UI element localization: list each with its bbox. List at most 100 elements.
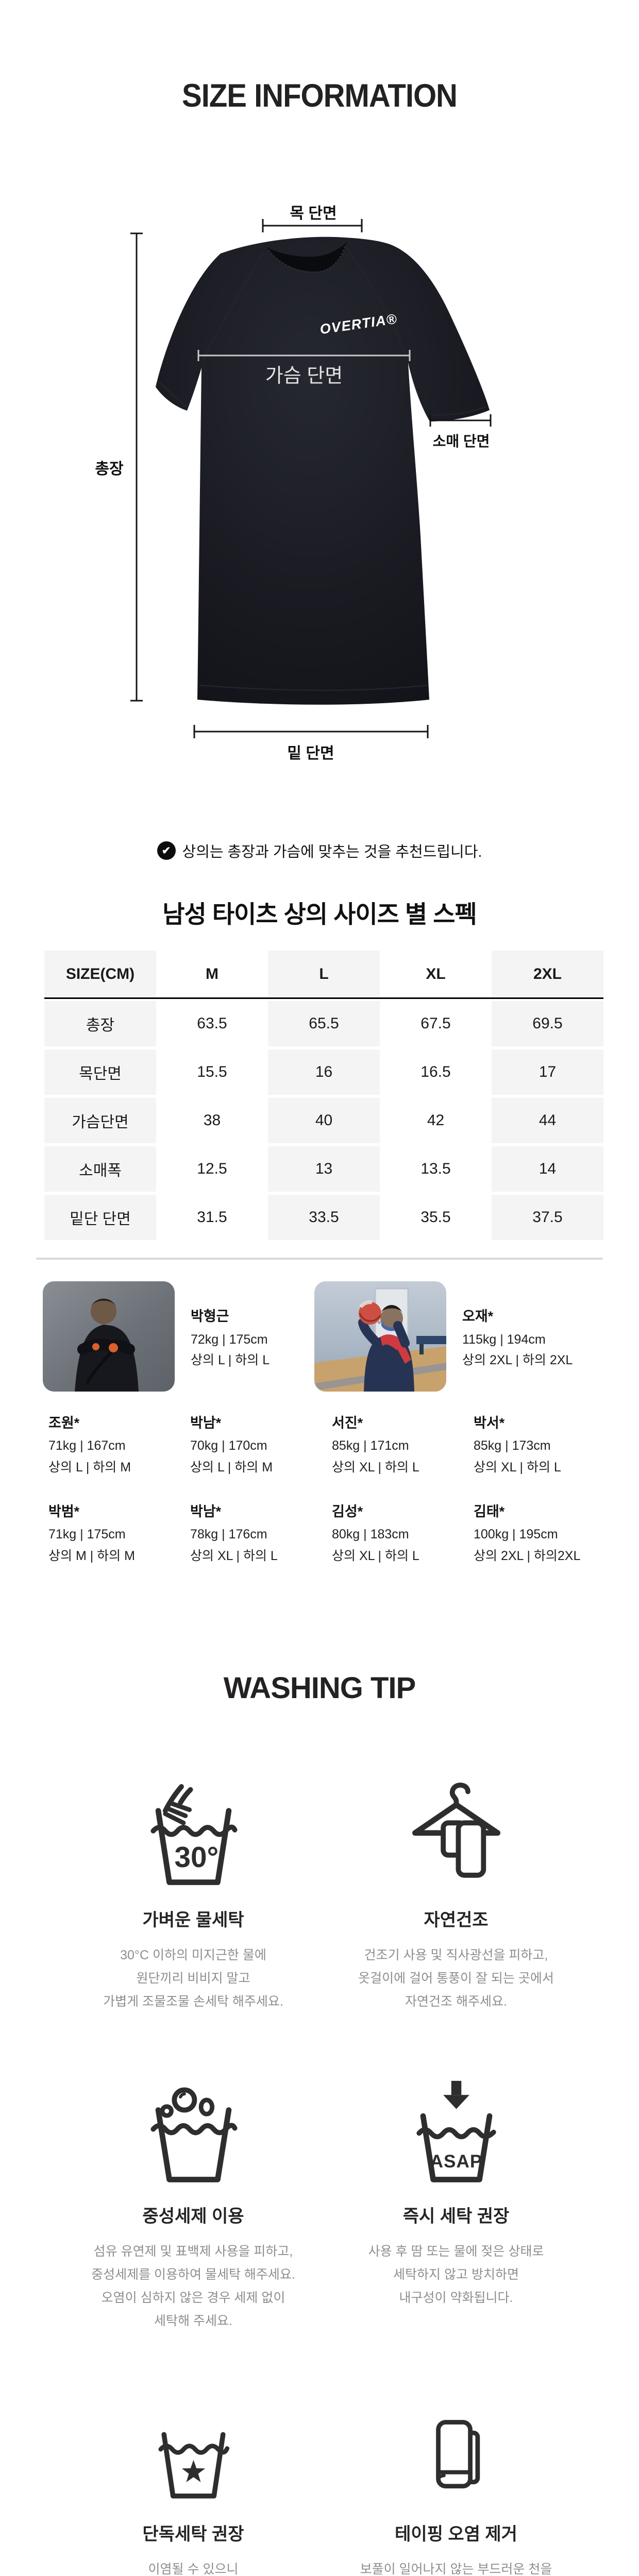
model-name: 김성* (332, 1504, 363, 1519)
tester-info: 김성* 80kg | 183cm 상의 XL | 하의 L (332, 1503, 466, 1570)
table-cell: 63.5 (197, 1015, 227, 1032)
table-row-label: 밑단 단면 (44, 1195, 156, 1240)
featured-model-info: 오재* 115kg | 194cm 상의 2XL | 하의 2XL (462, 1308, 581, 1373)
model-size-worn: 상의 L | 하의 M (190, 1460, 273, 1475)
table-row-label: 소매폭 (44, 1146, 156, 1192)
washing-tip-label: 테이핑 오염 제거 (395, 2524, 517, 2544)
table-cell: 69.5 (492, 1001, 603, 1046)
table-cell: 13.5 (421, 1160, 451, 1177)
washing-tip-wash-alone: 단독세탁 권장 이염될 수 있으니 단독세탁을 권장합니다. (64, 2417, 322, 2576)
model-name: 서진* (332, 1415, 363, 1431)
model-name: 오재* (462, 1309, 494, 1324)
featured-model-info: 박형근 72kg | 175cm 상의 L | 하의 L (191, 1308, 309, 1373)
table-cell: 42 (427, 1112, 445, 1129)
model-body-spec: 80kg | 183cm (332, 1527, 409, 1541)
sleeve-width-label: 소매 단면 (433, 433, 490, 449)
model-photo-basketball (314, 1281, 446, 1392)
tester-info: 박남* 70kg | 170cm 상의 L | 하의 M (190, 1415, 324, 1481)
model-body-spec: 71kg | 167cm (48, 1438, 126, 1453)
washing-tip-hang-dry: 자연건조 건조기 사용 및 직사광선을 피하고, 옷걸이에 걸어 통풍이 잘 되… (327, 1783, 585, 2013)
sleeve-width-bracket (429, 414, 492, 427)
model-size-worn: 상의 XL | 하의 L (332, 1460, 419, 1475)
washing-tip-description: 30°C 이하의 미지근한 물에 원단끼리 비비지 말고 가볍게 조물조물 손세… (103, 1948, 283, 2009)
model-name: 박남* (190, 1415, 222, 1431)
model-body-spec: 78kg | 176cm (190, 1527, 267, 1541)
asap-text: ASAP (430, 2151, 482, 2172)
table-col-header: XL (426, 965, 446, 982)
table-cell: 67.5 (421, 1015, 451, 1032)
tester-info: 서진* 85kg | 171cm 상의 XL | 하의 L (332, 1415, 466, 1481)
handwash-30-icon: 30° (64, 1783, 322, 1893)
asap-tub-icon: ASAP (327, 2079, 585, 2190)
model-name: 박서* (474, 1415, 505, 1431)
size-table-heading: 남성 타이츠 상의 사이즈 별 스펙 (162, 901, 477, 928)
tester-info: 김태* 100kg | 195cm 상의 2XL | 하의2XL (474, 1503, 608, 1570)
table-row-label: 가슴단면 (44, 1098, 156, 1143)
table-cell: 17 (492, 1049, 603, 1095)
model-name: 박남* (190, 1504, 222, 1519)
washing-tip-description: 이염될 수 있으니 단독세탁을 권장합니다. (148, 2562, 239, 2576)
section-divider (36, 1258, 603, 1260)
total-length-line (130, 232, 143, 702)
model-name: 박형근 (191, 1309, 229, 1324)
tshirt-measurement-diagram: 목 단면 총장 OVERTIA® (95, 205, 492, 762)
table-cell: 33.5 (268, 1195, 380, 1240)
model-photo-2-illustration (314, 1287, 446, 1392)
check-icon: ✔ (157, 841, 176, 860)
washing-tip-wash-asap: ASAP 즉시 세탁 권장 사용 후 땀 또는 물에 젖은 상태로 세탁하지 않… (327, 2079, 585, 2310)
model-photo-1-illustration (75, 1298, 139, 1392)
tshirt-photo (156, 236, 490, 705)
fit-recommendation-note: ✔ 상의는 총장과 가슴에 맞추는 것을 추천드립니다. (0, 840, 639, 861)
washing-tip-description: 사용 후 땀 또는 물에 젖은 상태로 세탁하지 않고 방치하면 내구성이 약화… (368, 2244, 544, 2305)
table-row-label: 총장 (44, 1001, 156, 1046)
model-body-spec: 70kg | 170cm (190, 1438, 267, 1453)
model-size-worn: 상의 2XL | 하의2XL (474, 1549, 581, 1563)
washing-tip-neutral-detergent: 중성세제 이용 섬유 유연제 및 표백제 사용을 피하고, 중성세제를 이용하여… (64, 2079, 322, 2333)
chest-width-line (197, 350, 411, 361)
washing-tip-wipe-cloth: 테이핑 오염 제거 보풀이 일어나지 않는 부드러운 천을 물에 적셔 가볍게 … (327, 2417, 585, 2576)
table-col-header: M (206, 965, 218, 982)
model-body-spec: 115kg | 194cm (462, 1332, 546, 1347)
table-cell: 38 (203, 1112, 221, 1129)
table-cell: 15.5 (197, 1063, 227, 1080)
neck-width-label: 목 단면 (290, 205, 337, 222)
table-cell: 31.5 (197, 1209, 227, 1226)
total-length-label: 총장 (95, 461, 124, 478)
table-cell: 16 (268, 1049, 380, 1095)
table-cell: 14 (492, 1146, 603, 1192)
table-cell: 40 (268, 1098, 380, 1143)
tester-info: 조원* 71kg | 167cm 상의 L | 하의 M (48, 1415, 182, 1481)
washing-tip-label: 자연건조 (424, 1910, 489, 1930)
tester-info: 박범* 71kg | 175cm 상의 M | 하의 M (48, 1503, 182, 1570)
model-size-worn: 상의 M | 하의 M (48, 1549, 135, 1563)
bubbles-tub-icon (64, 2079, 322, 2190)
model-body-spec: 71kg | 175cm (48, 1527, 126, 1541)
table-cell: 13 (268, 1146, 380, 1192)
tub-30-degree-text: 30° (174, 1841, 218, 1874)
model-name: 김태* (474, 1504, 505, 1519)
model-size-worn: 상의 L | 하의 L (191, 1353, 270, 1367)
table-cell: 44 (492, 1098, 603, 1143)
washing-tip-handwash: 30° 가벼운 물세탁 30°C 이하의 미지근한 물에 원단끼리 비비지 말고… (64, 1783, 322, 2013)
hem-width-label: 밑 단면 (287, 745, 334, 762)
model-body-spec: 100kg | 195cm (474, 1527, 558, 1541)
table-cell: 37.5 (492, 1195, 603, 1240)
model-body-spec: 85kg | 173cm (474, 1438, 551, 1453)
model-body-spec: 85kg | 171cm (332, 1438, 409, 1453)
model-size-worn: 상의 XL | 하의 L (190, 1549, 278, 1563)
wipe-cloth-icon (327, 2417, 585, 2507)
hem-width-bracket (193, 725, 429, 738)
model-body-spec: 72kg | 175cm (191, 1332, 268, 1347)
neck-width-bracket (262, 219, 363, 232)
fit-recommendation-text: 상의는 총장과 가슴에 맞추는 것을 추천드립니다. (182, 844, 482, 860)
table-col-header: L (268, 951, 380, 998)
washing-tip-description: 보풀이 일어나지 않는 부드러운 천을 물에 적셔 가볍게 닦아내 주세요. (360, 2562, 552, 2576)
table-header-divider (44, 997, 603, 999)
washing-tip-description: 건조기 사용 및 직사광선을 피하고, 옷걸이에 걸어 통풍이 잘 되는 곳에서… (358, 1948, 554, 2009)
table-row-label: 목단면 (44, 1049, 156, 1095)
tester-info: 박서* 85kg | 173cm 상의 XL | 하의 L (474, 1415, 608, 1481)
table-cell: 12.5 (197, 1160, 227, 1177)
model-name: 조원* (48, 1415, 80, 1431)
model-photo-trainer (43, 1281, 175, 1392)
